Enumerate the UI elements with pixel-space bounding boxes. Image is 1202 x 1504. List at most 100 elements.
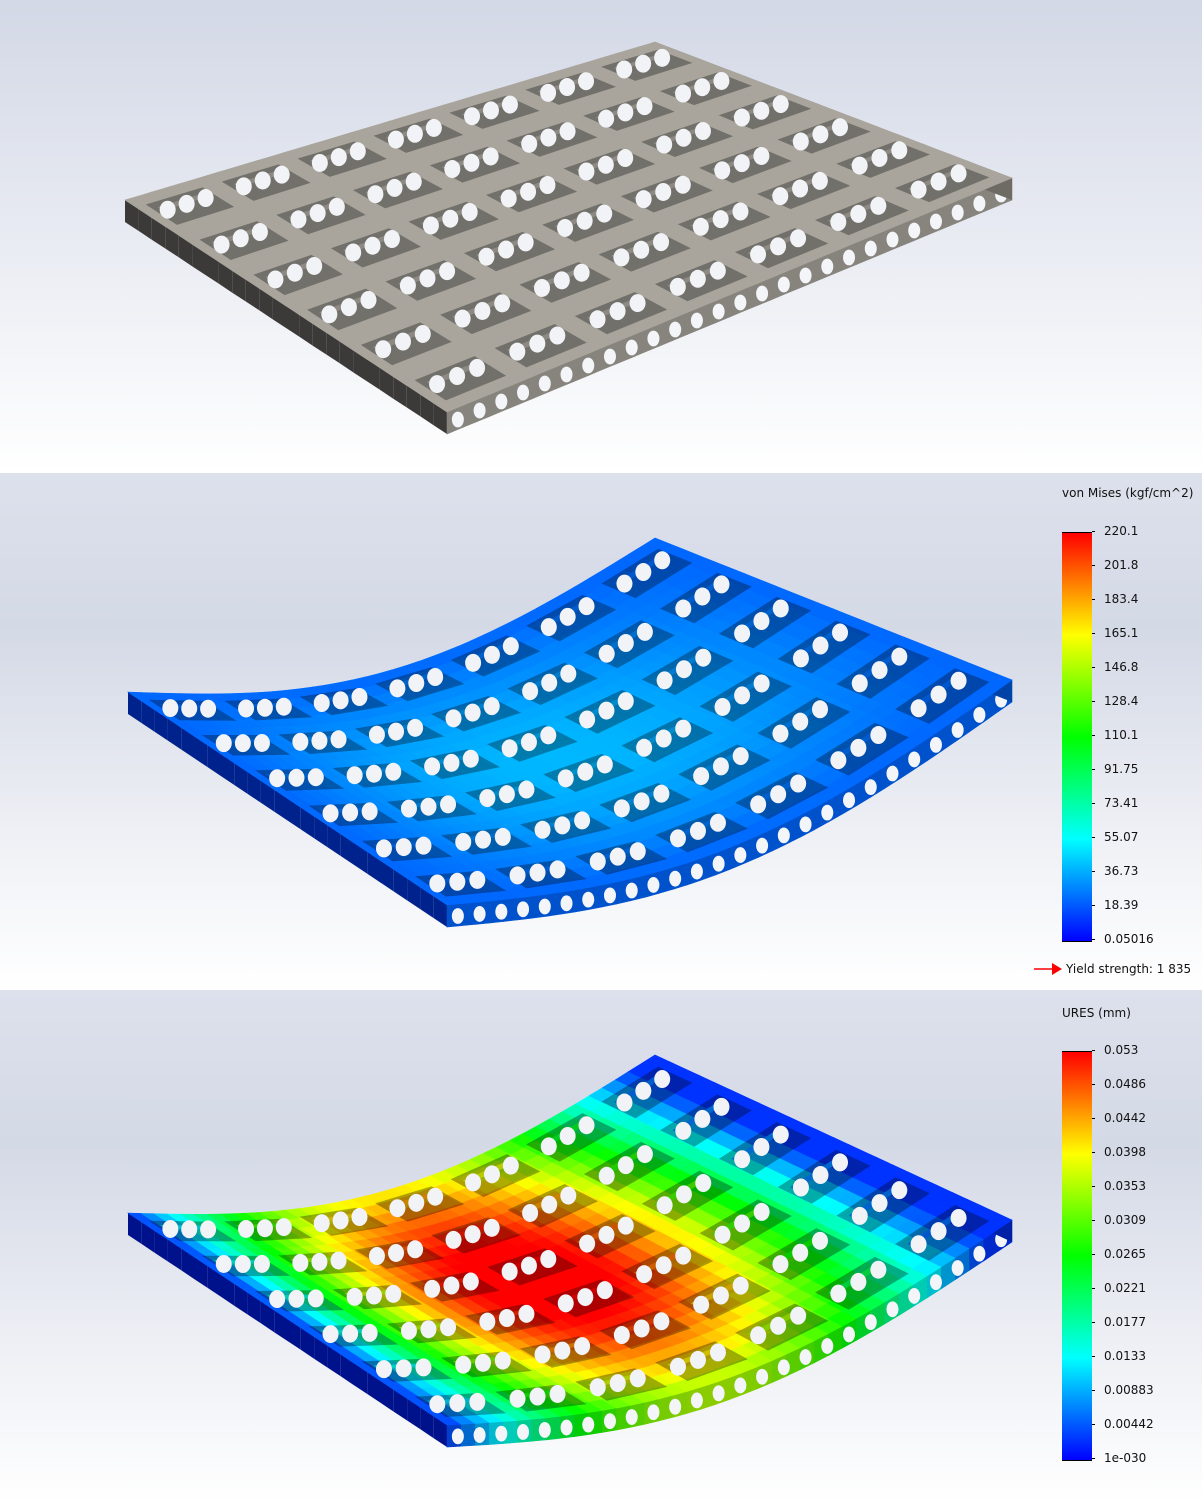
lightening-hole bbox=[693, 1295, 710, 1314]
side-hole bbox=[451, 908, 464, 924]
left-side-face bbox=[260, 780, 275, 812]
lightening-hole bbox=[321, 305, 338, 324]
left-side-face bbox=[379, 367, 394, 399]
scale-tick bbox=[1092, 1424, 1095, 1425]
lightening-hole bbox=[306, 256, 323, 275]
stress-legend-title: von Mises (kgf/cm^2) bbox=[1062, 486, 1194, 500]
lightening-hole bbox=[772, 1125, 789, 1144]
lightening-hole bbox=[734, 1214, 751, 1233]
lightening-hole bbox=[559, 78, 576, 97]
lightening-hole bbox=[629, 1369, 646, 1388]
side-hole bbox=[473, 1427, 486, 1444]
lightening-hole bbox=[449, 367, 466, 386]
lightening-hole bbox=[389, 1199, 406, 1218]
lightening-hole bbox=[469, 358, 486, 377]
scale-label: 0.0265 bbox=[1104, 1247, 1146, 1261]
scale-tick bbox=[1092, 803, 1095, 804]
scale-tick bbox=[1092, 1458, 1095, 1459]
lightening-hole bbox=[653, 784, 670, 803]
lightening-hole bbox=[616, 574, 633, 593]
lightening-hole bbox=[346, 1287, 363, 1306]
lightening-hole bbox=[482, 101, 499, 120]
scale-label: 0.00442 bbox=[1104, 1417, 1154, 1431]
lightening-hole bbox=[361, 802, 378, 821]
left-side-face bbox=[380, 860, 394, 892]
lightening-hole bbox=[830, 1284, 847, 1303]
lightening-hole bbox=[753, 146, 770, 165]
side-hole bbox=[690, 312, 703, 329]
lightening-hole bbox=[311, 731, 328, 750]
lightening-hole bbox=[479, 1312, 496, 1331]
lightening-hole bbox=[419, 269, 436, 288]
lightening-hole bbox=[850, 1272, 867, 1291]
lightening-hole bbox=[422, 216, 439, 235]
lightening-hole bbox=[851, 674, 868, 693]
lightening-hole bbox=[713, 1097, 730, 1116]
lightening-hole bbox=[439, 262, 456, 281]
lightening-hole bbox=[361, 1323, 378, 1342]
side-hole bbox=[495, 1425, 508, 1442]
lightening-hole bbox=[675, 719, 692, 738]
lightening-hole bbox=[695, 648, 712, 667]
lightening-hole bbox=[375, 839, 392, 858]
side-hole bbox=[734, 847, 747, 863]
side-hole bbox=[951, 204, 964, 221]
lightening-hole bbox=[520, 1256, 537, 1275]
lightening-hole bbox=[910, 699, 927, 718]
side-hole bbox=[625, 339, 638, 356]
lightening-hole bbox=[540, 1137, 557, 1156]
lightening-hole bbox=[656, 1196, 673, 1215]
side-hole bbox=[560, 895, 573, 912]
lightening-hole bbox=[464, 703, 481, 722]
side-hole bbox=[864, 240, 877, 257]
lightening-hole bbox=[461, 203, 478, 222]
lightening-hole bbox=[213, 235, 230, 254]
lightening-hole bbox=[753, 1202, 770, 1221]
lightening-hole bbox=[636, 1145, 653, 1164]
lightening-hole bbox=[635, 190, 652, 209]
lightening-hole bbox=[732, 202, 749, 221]
lightening-hole bbox=[733, 108, 750, 127]
lightening-hole bbox=[831, 118, 848, 137]
lightening-hole bbox=[368, 725, 385, 744]
lightening-hole bbox=[636, 1265, 653, 1284]
left-side-face bbox=[354, 842, 368, 874]
lightening-hole bbox=[238, 1219, 255, 1238]
scale-tick bbox=[1092, 735, 1095, 736]
lightening-hole bbox=[772, 724, 789, 743]
lightening-hole bbox=[674, 175, 691, 194]
side-hole bbox=[864, 779, 877, 796]
lightening-hole bbox=[351, 1208, 368, 1227]
scale-tick bbox=[1092, 1118, 1095, 1119]
lightening-hole bbox=[609, 302, 626, 321]
lightening-hole bbox=[313, 694, 330, 713]
lightening-hole bbox=[669, 1357, 686, 1376]
side-hole bbox=[821, 258, 834, 275]
lightening-hole bbox=[235, 177, 252, 196]
lightening-hole bbox=[910, 180, 927, 199]
lightening-hole bbox=[772, 1255, 789, 1274]
scale-label: 73.41 bbox=[1104, 796, 1139, 810]
scale-label: 0.0442 bbox=[1104, 1111, 1146, 1125]
lightening-hole bbox=[790, 1306, 807, 1325]
lightening-hole bbox=[346, 766, 363, 785]
left-side-face bbox=[178, 235, 193, 267]
side-hole bbox=[886, 1301, 899, 1318]
side-hole bbox=[495, 903, 508, 920]
lightening-hole bbox=[162, 699, 179, 718]
lightening-hole bbox=[197, 189, 214, 208]
lightening-hole bbox=[541, 673, 558, 692]
lightening-hole bbox=[498, 240, 515, 259]
lightening-hole bbox=[311, 153, 328, 172]
lightening-hole bbox=[332, 1211, 349, 1230]
lightening-hole bbox=[375, 340, 392, 359]
side-hole bbox=[603, 1413, 616, 1430]
lightening-hole bbox=[445, 709, 462, 728]
lightening-hole bbox=[406, 124, 423, 143]
lightening-hole bbox=[616, 60, 633, 79]
scale-tick bbox=[1092, 1390, 1095, 1391]
lightening-hole bbox=[750, 1326, 767, 1345]
lightening-hole bbox=[712, 757, 729, 776]
lightening-hole bbox=[462, 749, 479, 768]
lightening-hole bbox=[811, 700, 828, 719]
